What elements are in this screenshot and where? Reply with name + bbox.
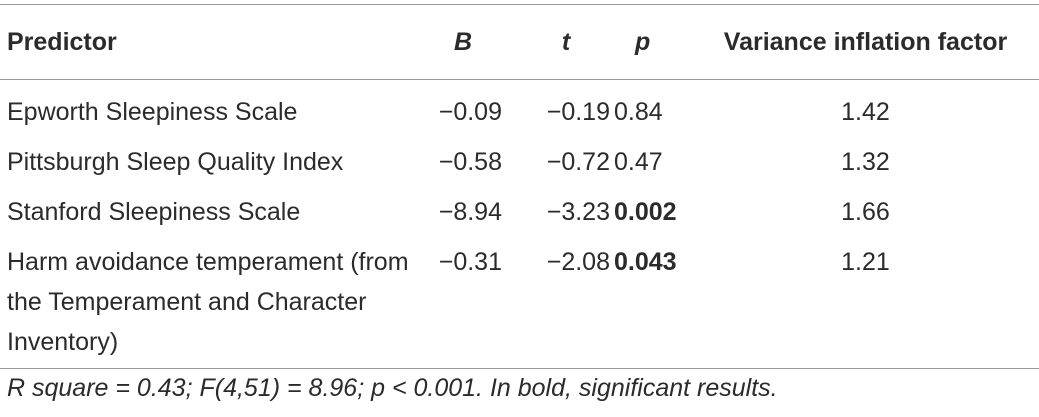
cell: −0.58	[438, 148, 502, 176]
cell: 0.002	[614, 198, 677, 226]
row: Pittsburgh Sleep Quality Index −0.58 −0.…	[0, 138, 1039, 188]
header-cell: Predictor	[7, 27, 117, 56]
cell: −3.23	[546, 198, 610, 226]
table: Predictor B t p Variance inflation facto…	[0, 4, 1039, 369]
footnote: R square = 0.43; F(4,51) = 8.96; p < 0.0…	[7, 374, 778, 402]
row: Epworth Sleepiness Scale −0.09 −0.19 0.8…	[0, 80, 1039, 139]
header-cell: B	[453, 27, 473, 56]
cell: 0.47	[614, 148, 663, 176]
cell: Stanford Sleepiness Scale	[7, 198, 301, 226]
cell: −8.94	[438, 198, 502, 226]
header-cell: p	[635, 27, 651, 56]
cell: −0.19	[546, 98, 610, 126]
cell: Harm avoidance temperament (from the Tem…	[7, 248, 409, 356]
cell: −0.31	[438, 248, 502, 276]
cell: 1.66	[841, 198, 890, 226]
cell: −2.08	[546, 248, 610, 276]
cell: 1.21	[841, 248, 890, 276]
cell: Epworth Sleepiness Scale	[7, 98, 298, 126]
cell: −0.09	[438, 98, 502, 126]
header-row: Predictor B t p Variance inflation facto…	[0, 4, 1039, 80]
cell: 0.043	[614, 248, 677, 276]
cell: Pittsburgh Sleep Quality Index	[7, 148, 344, 176]
header-cell: t	[561, 27, 571, 56]
cell: 0.84	[614, 98, 663, 126]
cell: 1.32	[841, 148, 890, 176]
cell: −0.72	[546, 148, 610, 176]
row: Harm avoidance temperament (from the Tem…	[0, 238, 1039, 369]
row: Stanford Sleepiness Scale −8.94 −3.23 0.…	[0, 188, 1039, 238]
cell: 1.42	[841, 98, 890, 126]
header-cell: Variance inflation factor	[723, 27, 1008, 56]
